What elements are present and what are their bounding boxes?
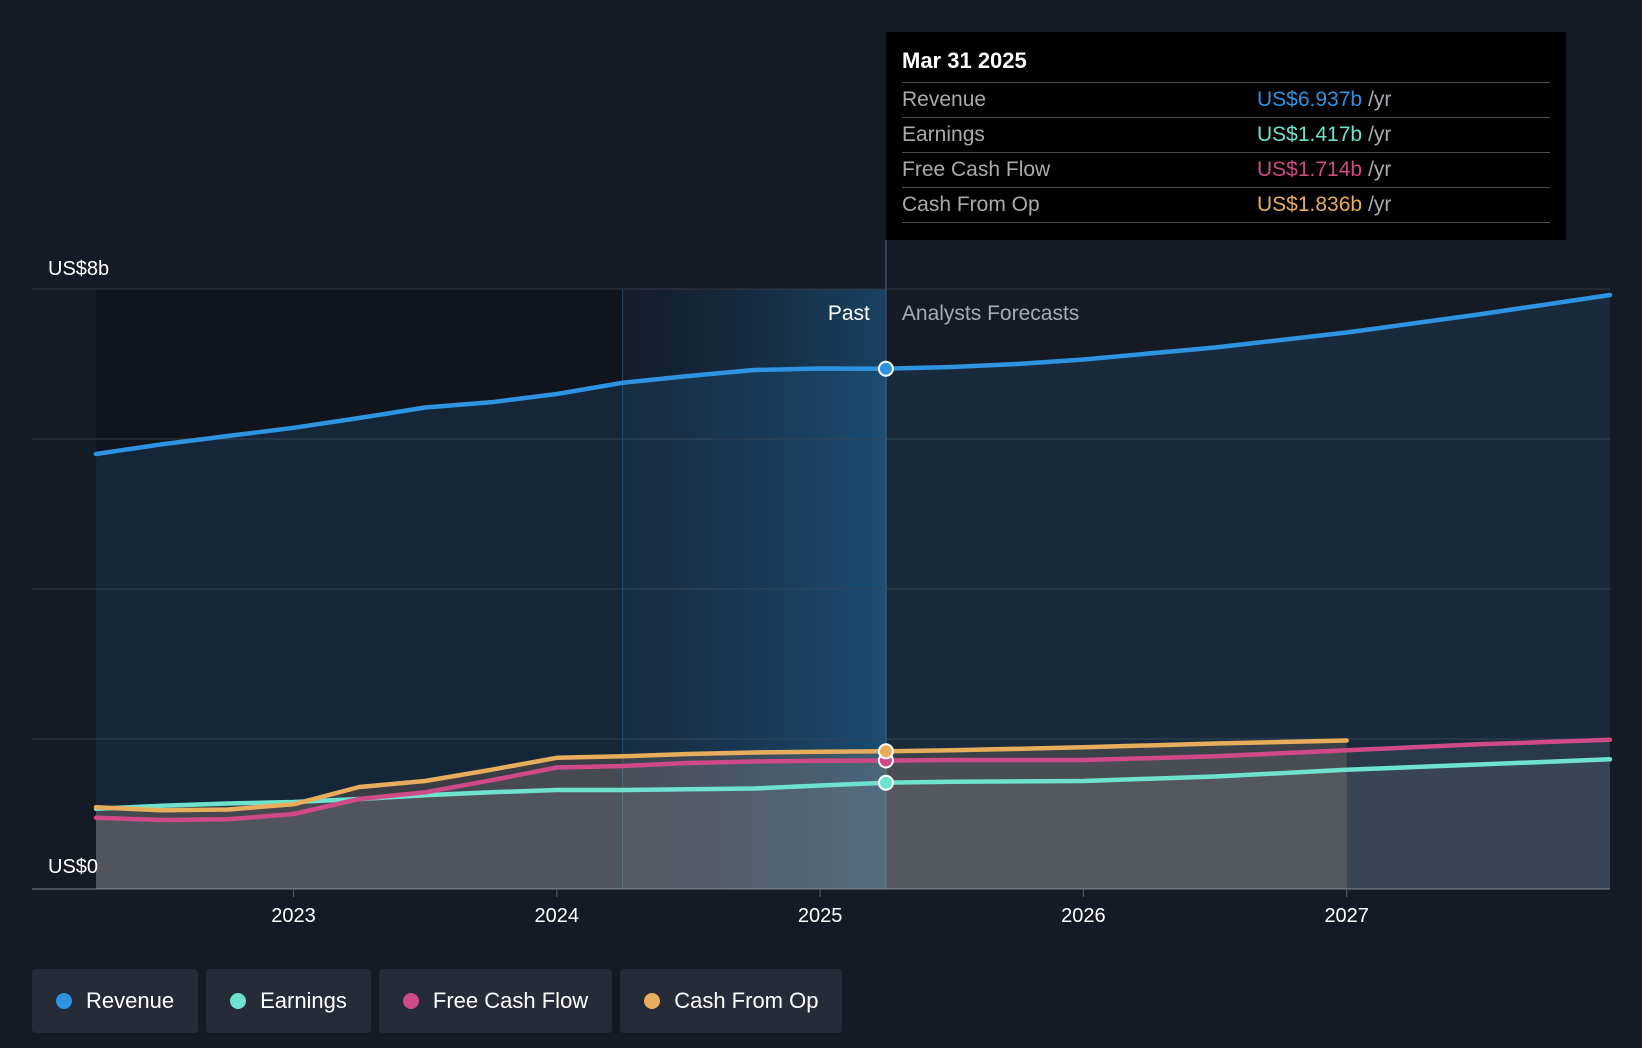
- revenue-marker: [877, 360, 894, 377]
- y-axis-top-label: US$8b: [48, 258, 109, 280]
- legend: Revenue Earnings Free Cash Flow Cash From O…: [32, 969, 843, 1033]
- past-label: Past: [828, 302, 870, 325]
- revenue-area: [96, 295, 1610, 889]
- tooltip-row-value: US$1.417b: [1257, 123, 1363, 146]
- earnings-marker: [877, 774, 894, 791]
- x-tick-label: 2025: [798, 905, 843, 927]
- tooltip: Mar 31 2025 Revenue US$6.937b/yr Earnings U…: [886, 32, 1566, 240]
- earnings-area: [96, 759, 1610, 889]
- legend-dot-icon: [230, 993, 247, 1009]
- legend-label: Earnings: [260, 988, 347, 1013]
- free-cash-flow-line: [93, 737, 1613, 823]
- legend-item-earnings[interactable]: Earnings: [206, 969, 371, 1033]
- tooltip-row-unit: /yr: [1368, 158, 1392, 181]
- tooltip-row-label: Cash From Op: [902, 193, 1040, 216]
- legend-item-revenue[interactable]: Revenue: [32, 969, 199, 1033]
- cash-from-op-line: [93, 738, 1349, 813]
- x-tick-label: 2027: [1324, 905, 1369, 927]
- legend-label: Free Cash Flow: [432, 988, 589, 1013]
- cash-from-op-marker: [877, 743, 894, 760]
- y-axis-bottom-label: US$0: [48, 856, 98, 878]
- legend-label: Revenue: [86, 988, 175, 1013]
- tooltip-row-unit: /yr: [1368, 193, 1392, 216]
- legend-item-cash-from-op[interactable]: Cash From Op: [620, 969, 843, 1033]
- legend-dot-icon: [56, 993, 72, 1009]
- legend-item-free-cash-flow[interactable]: Free Cash Flow: [378, 969, 613, 1033]
- tooltip-row: Earnings US$1.417b/yr: [902, 117, 1550, 152]
- x-tick-label: 2023: [271, 905, 316, 927]
- legend-dot-icon: [644, 993, 661, 1009]
- legend-dot-icon: [402, 993, 419, 1009]
- tooltip-row: Cash From Op US$1.836b/yr: [902, 187, 1550, 223]
- tooltip-row: Revenue US$6.937b/yr: [902, 82, 1550, 117]
- tooltip-row-unit: /yr: [1368, 123, 1392, 146]
- tooltip-row-value: US$1.836b: [1257, 193, 1363, 216]
- tooltip-row-label: Revenue: [902, 88, 987, 111]
- tooltip-row-unit: /yr: [1368, 88, 1392, 111]
- x-tick-label: 2026: [1061, 905, 1106, 927]
- tooltip-row-label: Free Cash Flow: [902, 158, 1051, 181]
- x-tick-label: 2024: [535, 905, 580, 927]
- legend-label: Cash From Op: [674, 988, 819, 1013]
- revenue-line: [93, 292, 1613, 457]
- tooltip-row-value: US$1.714b: [1257, 158, 1363, 181]
- tooltip-row: Free Cash Flow US$1.714b/yr: [902, 152, 1550, 187]
- cash-from-op-area: [96, 740, 1347, 889]
- tooltip-row-label: Earnings: [902, 123, 985, 146]
- tooltip-row-value: US$6.937b: [1257, 88, 1363, 111]
- tooltip-date: Mar 31 2025: [902, 48, 1027, 73]
- forecast-label: Analysts Forecasts: [902, 302, 1079, 325]
